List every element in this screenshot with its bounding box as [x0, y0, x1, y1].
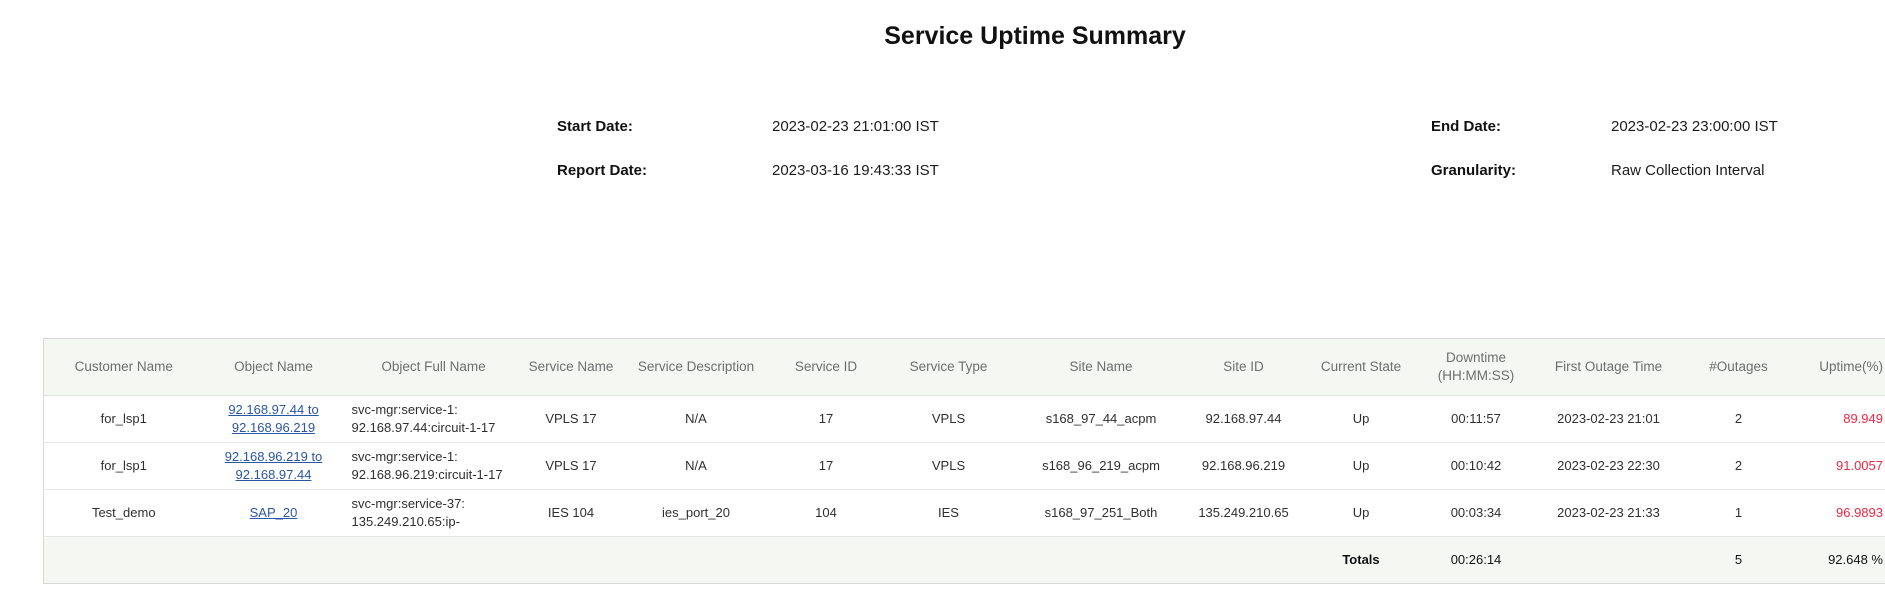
cell-customer-name: for_lsp1: [43, 395, 204, 443]
totals-empty-cell: [523, 536, 619, 584]
cell-downtime: 00:11:57: [1418, 395, 1534, 443]
column-header-object-full-name: Object Full Name: [343, 338, 524, 396]
cell-site-name: s168_96_219_acpm: [1018, 442, 1184, 490]
column-header-object-name: Object Name: [203, 338, 344, 396]
end-date-label: End Date:: [1431, 118, 1502, 135]
table-row: Test_demo SAP_20 svc-mgr:service-37: 135.2…: [43, 489, 1885, 537]
table-header: Customer Name Object Name Object Full Name…: [43, 338, 1885, 396]
cell-service-id: 17: [773, 395, 879, 443]
totals-empty-cell: [1018, 536, 1184, 584]
cell-service-description: N/A: [618, 442, 774, 490]
totals-empty-cell: [773, 536, 879, 584]
cell-object-name: 92.168.97.44 to 92.168.96.219: [203, 395, 344, 443]
cell-outages: 2: [1683, 395, 1794, 443]
table-header-row: Customer Name Object Name Object Full Name…: [43, 338, 1885, 396]
totals-uptime: 92.648 %: [1793, 536, 1885, 584]
totals-empty-cell: [618, 536, 774, 584]
cell-service-id: 17: [773, 442, 879, 490]
page-title: Service Uptime Summary: [884, 22, 1186, 50]
cell-object-full-name: svc-mgr:service-1: 92.168.96.219:circuit…: [343, 442, 524, 490]
column-header-service-id: Service ID: [773, 338, 879, 396]
uptime-summary-table-wrap: Customer Name Object Name Object Full Name…: [43, 338, 1885, 584]
cell-service-name: VPLS 17: [523, 395, 619, 443]
totals-empty-cell: [43, 536, 204, 584]
cell-site-name: s168_97_251_Both: [1018, 489, 1184, 537]
cell-service-id: 104: [773, 489, 879, 537]
table-row: for_lsp1 92.168.96.219 to 92.168.97.44 svc…: [43, 442, 1885, 490]
cell-object-full-name: svc-mgr:service-1: 92.168.97.44:circuit-…: [343, 395, 524, 443]
cell-service-description: ies_port_20: [618, 489, 774, 537]
column-header-service-description: Service Description: [618, 338, 774, 396]
column-header-downtime: Downtime (HH:MM:SS): [1418, 338, 1534, 396]
cell-first-outage-time: 2023-02-23 21:33: [1533, 489, 1684, 537]
cell-current-state: Up: [1303, 395, 1419, 443]
cell-current-state: Up: [1303, 489, 1419, 537]
cell-site-id: 135.249.210.65: [1183, 489, 1304, 537]
cell-uptime: 91.0057: [1793, 442, 1885, 490]
start-date-value: 2023-02-23 21:01:00 IST: [772, 118, 939, 135]
cell-downtime: 00:10:42: [1418, 442, 1534, 490]
column-header-outages: #Outages: [1683, 338, 1794, 396]
end-date-value: 2023-02-23 23:00:00 IST: [1611, 118, 1778, 135]
column-header-first-outage-time: First Outage Time: [1533, 338, 1684, 396]
cell-uptime: 96.9893: [1793, 489, 1885, 537]
table-totals-row: Totals 00:26:14 5 92.648 %: [43, 536, 1885, 584]
cell-service-name: VPLS 17: [523, 442, 619, 490]
cell-customer-name: Test_demo: [43, 489, 204, 537]
cell-first-outage-time: 2023-02-23 22:30: [1533, 442, 1684, 490]
totals-empty-cell: [1533, 536, 1684, 584]
totals-empty-cell: [1183, 536, 1304, 584]
totals-label: Totals: [1303, 536, 1419, 584]
report-date-value: 2023-03-16 19:43:33 IST: [772, 162, 939, 179]
object-name-link[interactable]: 92.168.97.44 to 92.168.96.219: [228, 402, 319, 435]
column-header-customer-name: Customer Name: [43, 338, 204, 396]
totals-empty-cell: [343, 536, 524, 584]
table-row: for_lsp1 92.168.97.44 to 92.168.96.219 svc…: [43, 395, 1885, 443]
cell-site-id: 92.168.97.44: [1183, 395, 1304, 443]
cell-object-full-name: svc-mgr:service-37: 135.249.210.65:ip-: [343, 489, 524, 537]
cell-service-description: N/A: [618, 395, 774, 443]
cell-outages: 2: [1683, 442, 1794, 490]
cell-first-outage-time: 2023-02-23 21:01: [1533, 395, 1684, 443]
start-date-label: Start Date:: [557, 118, 633, 135]
column-header-site-id: Site ID: [1183, 338, 1304, 396]
totals-empty-cell: [878, 536, 1019, 584]
report-date-label: Report Date:: [557, 162, 648, 179]
uptime-summary-table: Customer Name Object Name Object Full Name…: [43, 338, 1885, 584]
column-header-site-name: Site Name: [1018, 338, 1184, 396]
column-header-service-name: Service Name: [523, 338, 619, 396]
totals-outages: 5: [1683, 536, 1794, 584]
totals-empty-cell: [203, 536, 344, 584]
granularity-value: Raw Collection Interval: [1611, 162, 1765, 179]
cell-service-type: VPLS: [878, 442, 1019, 490]
totals-downtime: 00:26:14: [1418, 536, 1534, 584]
cell-downtime: 00:03:34: [1418, 489, 1534, 537]
cell-current-state: Up: [1303, 442, 1419, 490]
cell-service-name: IES 104: [523, 489, 619, 537]
cell-uptime: 89.949: [1793, 395, 1885, 443]
granularity-label: Granularity:: [1431, 162, 1517, 179]
column-header-current-state: Current State: [1303, 338, 1419, 396]
cell-site-id: 92.168.96.219: [1183, 442, 1304, 490]
cell-service-type: VPLS: [878, 395, 1019, 443]
cell-outages: 1: [1683, 489, 1794, 537]
cell-site-name: s168_97_44_acpm: [1018, 395, 1184, 443]
object-name-link[interactable]: SAP_20: [249, 505, 298, 521]
table-body: for_lsp1 92.168.97.44 to 92.168.96.219 svc…: [43, 395, 1885, 584]
column-header-uptime: Uptime(%): [1793, 338, 1885, 396]
cell-service-type: IES: [878, 489, 1019, 537]
cell-customer-name: for_lsp1: [43, 442, 204, 490]
cell-object-name: 92.168.96.219 to 92.168.97.44: [203, 442, 344, 490]
column-header-service-type: Service Type: [878, 338, 1019, 396]
cell-object-name: SAP_20: [203, 489, 344, 537]
object-name-link[interactable]: 92.168.96.219 to 92.168.97.44: [224, 449, 323, 482]
